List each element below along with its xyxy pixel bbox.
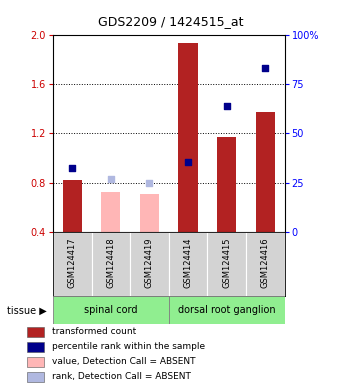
Bar bbox=[101, 192, 120, 232]
Text: GSM124416: GSM124416 bbox=[261, 237, 270, 288]
Bar bbox=[91, 232, 130, 296]
Point bbox=[224, 103, 229, 109]
Bar bbox=[27, 372, 44, 382]
Text: value, Detection Call = ABSENT: value, Detection Call = ABSENT bbox=[52, 358, 195, 366]
Bar bbox=[207, 232, 246, 296]
Bar bbox=[140, 194, 159, 232]
Text: rank, Detection Call = ABSENT: rank, Detection Call = ABSENT bbox=[52, 372, 191, 381]
Point bbox=[108, 176, 114, 182]
Text: GDS2209 / 1424515_at: GDS2209 / 1424515_at bbox=[98, 15, 243, 28]
Text: transformed count: transformed count bbox=[52, 328, 136, 336]
Bar bbox=[53, 232, 91, 296]
Text: tissue ▶: tissue ▶ bbox=[7, 305, 47, 315]
Bar bbox=[169, 232, 207, 296]
Text: dorsal root ganglion: dorsal root ganglion bbox=[178, 305, 276, 315]
Text: GSM124418: GSM124418 bbox=[106, 237, 115, 288]
Point bbox=[70, 165, 75, 171]
Bar bbox=[27, 342, 44, 352]
Bar bbox=[217, 137, 236, 232]
Point bbox=[263, 65, 268, 71]
Bar bbox=[169, 296, 285, 324]
Text: GSM124414: GSM124414 bbox=[183, 237, 193, 288]
Text: GSM124417: GSM124417 bbox=[68, 237, 77, 288]
Bar bbox=[27, 357, 44, 367]
Bar bbox=[256, 113, 275, 232]
Text: GSM124419: GSM124419 bbox=[145, 237, 154, 288]
Bar bbox=[53, 296, 169, 324]
Point bbox=[186, 159, 191, 165]
Point bbox=[147, 180, 152, 186]
Bar bbox=[27, 327, 44, 337]
Bar bbox=[62, 180, 82, 232]
Bar bbox=[130, 232, 169, 296]
Bar bbox=[178, 43, 198, 232]
Text: percentile rank within the sample: percentile rank within the sample bbox=[52, 343, 205, 351]
Text: GSM124415: GSM124415 bbox=[222, 237, 231, 288]
Bar bbox=[246, 232, 285, 296]
Text: spinal cord: spinal cord bbox=[84, 305, 137, 315]
